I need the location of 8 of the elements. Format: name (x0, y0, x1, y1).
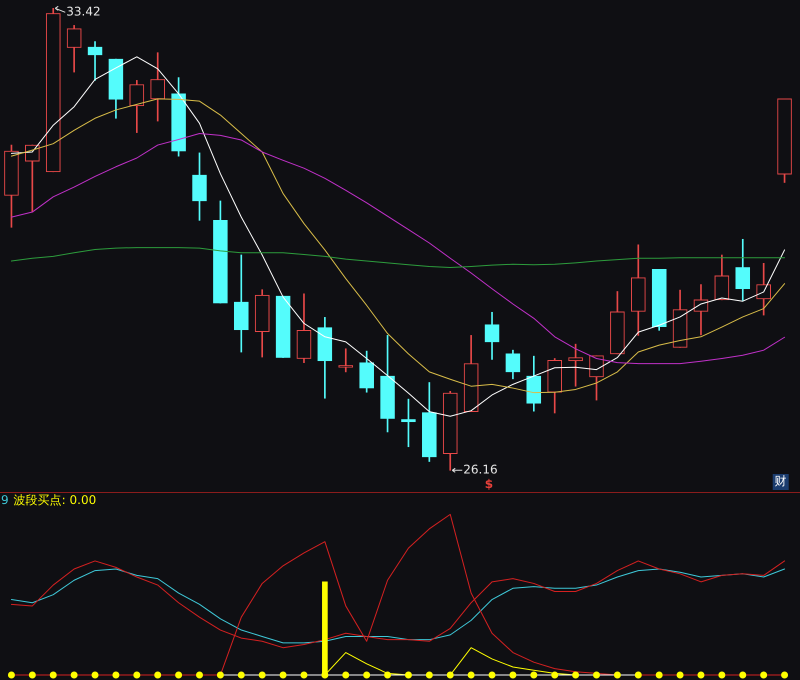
text: 财 (774, 474, 787, 488)
candlestick (401, 398, 416, 448)
annotation: 26.16 (463, 462, 498, 476)
text: 波段买点: 0.00 (14, 493, 96, 508)
annotation: 33.42 (66, 4, 101, 18)
text: 9 (1, 493, 9, 508)
candlestick (88, 41, 102, 81)
text: $ (484, 477, 494, 492)
